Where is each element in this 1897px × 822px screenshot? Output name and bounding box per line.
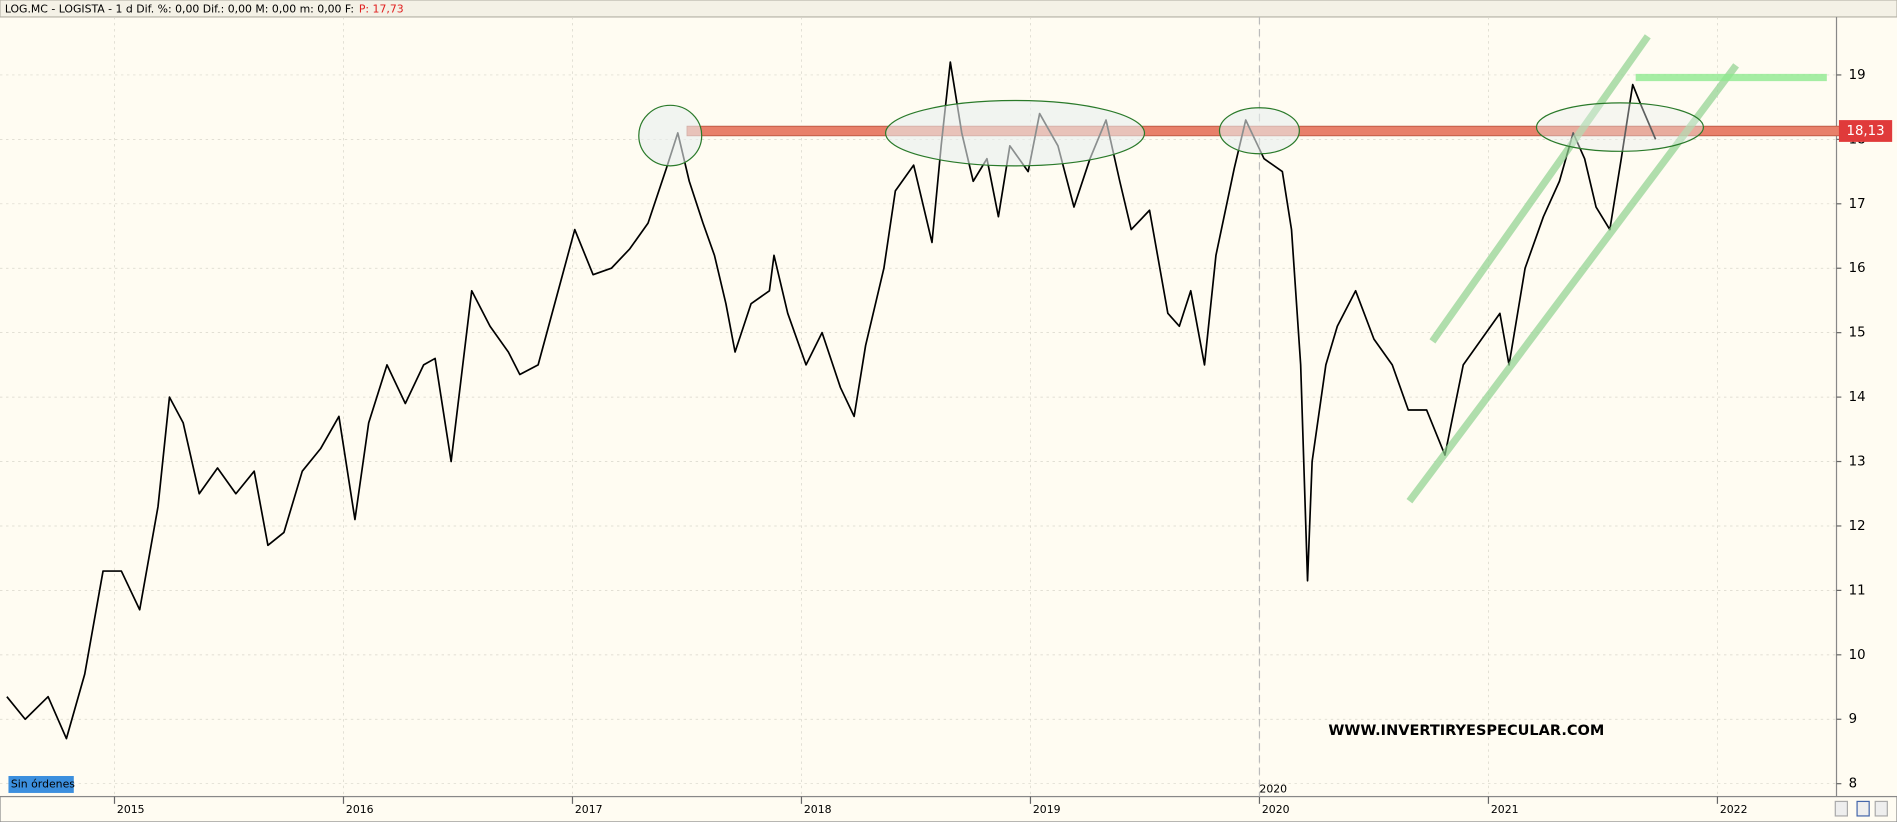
price-label-box	[1838, 120, 1893, 142]
channel-lower	[1406, 63, 1739, 504]
annotations	[638, 34, 1827, 504]
y-tick-label: 17	[1849, 197, 1866, 212]
ellipse	[1535, 102, 1705, 152]
ellipse	[638, 104, 703, 167]
x-tick-label: 2019	[1033, 803, 1061, 816]
date-marker: 2020	[1259, 782, 1287, 795]
y-tick-label: 14	[1849, 390, 1866, 405]
header-bar	[0, 0, 1897, 18]
zoom-button[interactable]	[1856, 800, 1870, 817]
x-tick-label: 2018	[804, 803, 832, 816]
x-axis-strip	[0, 795, 1897, 822]
orders-button-label[interactable]: Sin órdenes	[11, 777, 75, 790]
ellipse	[884, 99, 1146, 167]
y-tick-label: 10	[1849, 648, 1866, 663]
nav-button[interactable]	[1874, 800, 1888, 817]
y-tick-label: 9	[1849, 712, 1857, 727]
y-tick-label: 15	[1849, 326, 1866, 341]
price-label: 18,13	[1847, 124, 1885, 139]
x-tick-label: 2015	[117, 803, 145, 816]
watermark: WWW.INVERTIRYESPECULAR.COM	[1328, 723, 1604, 739]
y-tick-label: 8	[1849, 777, 1857, 792]
scroll-button[interactable]	[1834, 800, 1849, 817]
price-line	[6, 61, 1657, 740]
x-tick-label: 2016	[346, 803, 374, 816]
last-price: P: 17,73	[359, 3, 404, 16]
x-tick-label: 2017	[575, 803, 603, 816]
x-tick-label: 2021	[1491, 803, 1519, 816]
y-tick-label: 11	[1849, 583, 1866, 598]
ellipse	[1218, 107, 1300, 155]
y-tick-label: 13	[1849, 455, 1866, 470]
orders-button[interactable]	[8, 775, 74, 793]
header-info: LOG.MC - LOGISTA - 1 d Dif. %: 0,00 Dif.…	[5, 3, 354, 16]
y-tick-label: 16	[1849, 261, 1866, 276]
y-tick-label: 12	[1849, 519, 1866, 534]
front-layer: 18,13	[1838, 120, 1893, 142]
x-tick-label: 2020	[1262, 803, 1290, 816]
x-tick-label: 2022	[1720, 803, 1748, 816]
channel-upper	[1429, 34, 1651, 344]
y-tick-label: 19	[1849, 68, 1866, 83]
